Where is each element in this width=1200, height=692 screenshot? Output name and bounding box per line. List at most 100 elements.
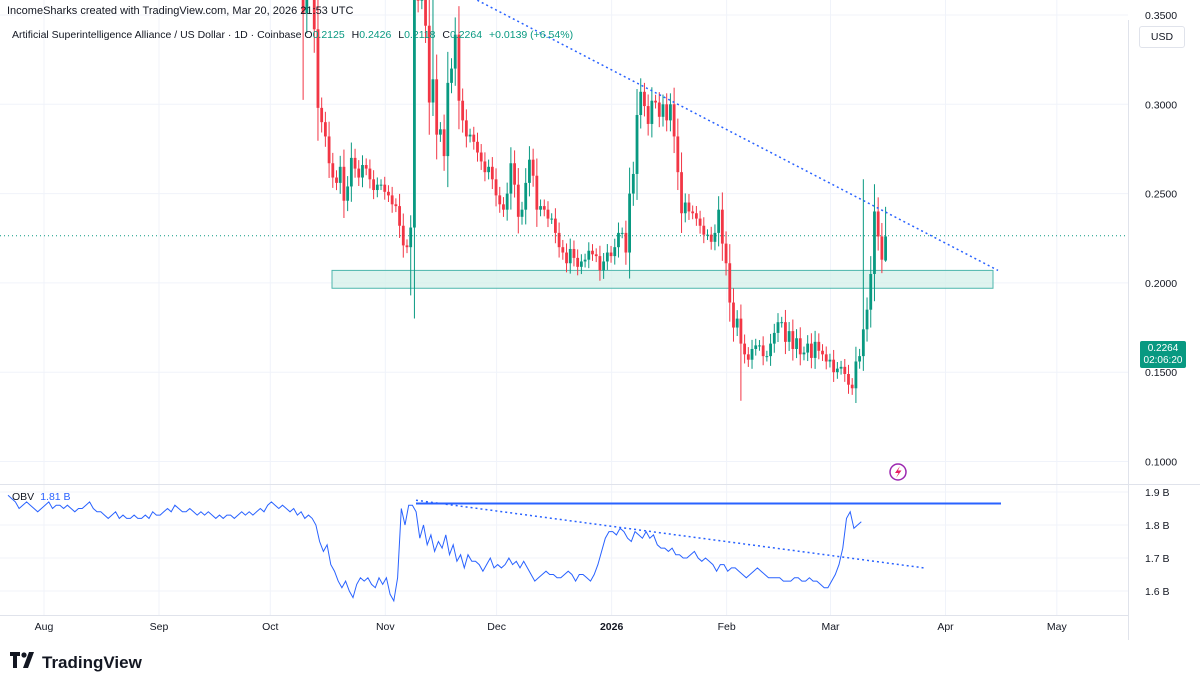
candle-body	[498, 195, 502, 205]
candle-body	[479, 152, 483, 162]
last-price-value: 0.2264	[1147, 343, 1179, 354]
legend-high-value: 0.2426	[359, 29, 392, 41]
tradingview-logo-icon	[10, 652, 36, 673]
price-axis-label: 0.2000	[1145, 278, 1177, 290]
obv-axis-label: 1.6 B	[1145, 586, 1170, 598]
candle-body	[539, 206, 542, 210]
candle-body	[765, 356, 769, 358]
candle-body	[873, 211, 876, 274]
watermark: IncomeSharks created with TradingView.co…	[7, 5, 354, 17]
candle-body	[312, 0, 316, 30]
obv-value: 1.81 B	[40, 491, 71, 503]
candle-body	[624, 232, 628, 253]
candle-body	[372, 179, 376, 191]
time-axis-label: May	[1047, 621, 1068, 633]
candle-body	[554, 218, 557, 233]
candle-body	[769, 343, 772, 357]
candle-body	[576, 257, 580, 267]
candle-body	[494, 179, 498, 196]
candle-body	[305, 0, 309, 14]
candle-body	[835, 368, 839, 373]
candle-body	[420, 0, 424, 1]
candle-body	[490, 166, 494, 180]
candle-body	[802, 352, 806, 355]
candle-body	[854, 361, 858, 389]
time-axis-label: Feb	[718, 621, 736, 633]
time-axis-label: Mar	[821, 621, 840, 633]
candle-body	[746, 354, 750, 360]
candle-body	[301, 0, 305, 14]
candle-body	[724, 243, 728, 264]
candle-body	[438, 129, 442, 135]
candle-body	[483, 161, 487, 173]
candle-body	[528, 159, 531, 183]
candle-body	[813, 341, 817, 358]
time-axis-label: Nov	[376, 621, 395, 633]
candle-body	[680, 172, 683, 214]
candle-body	[598, 256, 602, 271]
candle-body	[390, 195, 394, 205]
candle-body	[806, 343, 810, 353]
symbol-title[interactable]: Artificial Superintelligence Alliance / …	[12, 29, 302, 41]
symbol-legend: Artificial Superintelligence Alliance / …	[12, 29, 577, 41]
price-axis-label: 0.3500	[1145, 10, 1177, 22]
tradingview-brand[interactable]: TradingView	[10, 652, 142, 673]
candle-body	[720, 209, 724, 244]
candle-body	[464, 120, 468, 137]
candle-body	[542, 206, 546, 210]
price-axis-label: 0.2500	[1145, 189, 1177, 201]
candle-body	[817, 341, 821, 351]
candle-body	[368, 168, 372, 180]
price-axis-label: 0.1500	[1145, 367, 1177, 379]
lightning-icon-bolt	[895, 466, 902, 478]
obv-axis-label: 1.8 B	[1145, 520, 1170, 532]
candle-body	[861, 329, 865, 357]
candle-body	[787, 331, 791, 342]
currency-button[interactable]: USD	[1139, 26, 1185, 48]
candle-body	[631, 173, 635, 194]
legend-open-label: O	[304, 29, 313, 41]
candle-body	[450, 68, 453, 83]
candle-body	[832, 359, 836, 373]
candle-body	[713, 232, 717, 242]
candle-body	[524, 182, 528, 210]
candle-body	[353, 157, 357, 169]
candle-body	[843, 366, 847, 374]
candle-body	[847, 373, 850, 385]
candle-body	[828, 359, 832, 362]
candle-body	[468, 134, 472, 137]
candle-body	[869, 273, 873, 310]
candle-body	[323, 122, 327, 137]
candle-body	[335, 177, 338, 183]
candle-body	[761, 345, 765, 357]
legend-high-label: H	[351, 29, 360, 41]
time-axis-label: Apr	[937, 621, 954, 633]
candle-body	[750, 348, 754, 360]
price-axis-label: 0.3000	[1145, 99, 1177, 111]
candle-body	[361, 165, 364, 178]
candle-body	[424, 0, 427, 26]
brand-name: TradingView	[42, 652, 142, 672]
obv-legend[interactable]: OBV 1.81 B	[12, 491, 71, 503]
candle-body	[409, 227, 413, 248]
candle-body	[795, 338, 798, 349]
candle-body	[401, 225, 405, 246]
candle-body	[565, 252, 568, 264]
last-price-tag: 0.2264 02:06:20	[1140, 341, 1186, 368]
obv-axis-label: 1.7 B	[1145, 553, 1170, 565]
candle-body	[513, 163, 516, 185]
time-axis-label: Dec	[487, 621, 506, 633]
candle-body	[687, 202, 691, 212]
legend-change: +0.0139 (+6.54%)	[489, 29, 574, 41]
candle-body	[876, 211, 880, 237]
candle-body	[375, 184, 379, 191]
candle-body	[776, 322, 780, 333]
candle-body	[435, 79, 439, 135]
legend-low-label: L	[398, 29, 405, 41]
candle-body	[639, 91, 643, 116]
candle-body	[427, 25, 431, 103]
candle-body	[628, 193, 631, 253]
legend-low-value: 0.2118	[404, 29, 436, 41]
